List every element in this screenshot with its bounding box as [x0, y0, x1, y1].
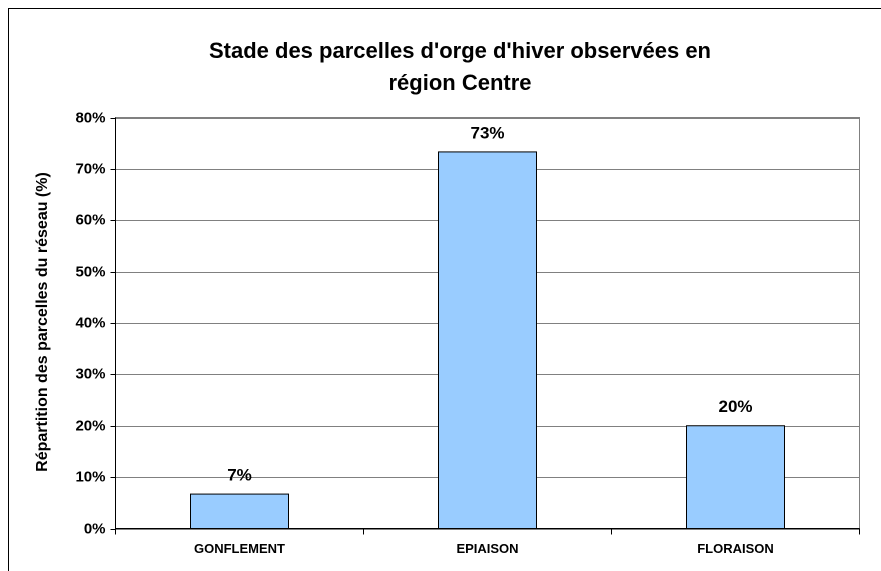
bar	[438, 151, 537, 529]
data-label: 20%	[718, 397, 752, 416]
y-tick-label: 80%	[75, 109, 105, 126]
chart-title: région Centre	[388, 70, 531, 95]
data-label: 73%	[470, 123, 504, 142]
bar	[190, 493, 289, 529]
x-tick-label: EPIAISON	[456, 541, 518, 556]
y-axis-label: Répartition des parcelles du réseau (%)	[34, 172, 51, 472]
y-tick-label: 70%	[75, 160, 105, 177]
y-tick-label: 60%	[75, 211, 105, 228]
y-tick-label: 0%	[84, 520, 106, 537]
chart-title: Stade des parcelles d'orge d'hiver obser…	[209, 38, 711, 63]
y-tick-label: 20%	[75, 417, 105, 434]
x-tick-label: GONFLEMENT	[194, 541, 285, 556]
y-tick-label: 50%	[75, 263, 105, 280]
y-tick-label: 30%	[75, 365, 105, 382]
x-tick-label: FLORAISON	[697, 541, 774, 556]
y-tick-label: 40%	[75, 314, 105, 331]
bar	[686, 425, 785, 529]
data-label: 7%	[227, 466, 252, 485]
y-tick-label: 10%	[75, 468, 105, 485]
